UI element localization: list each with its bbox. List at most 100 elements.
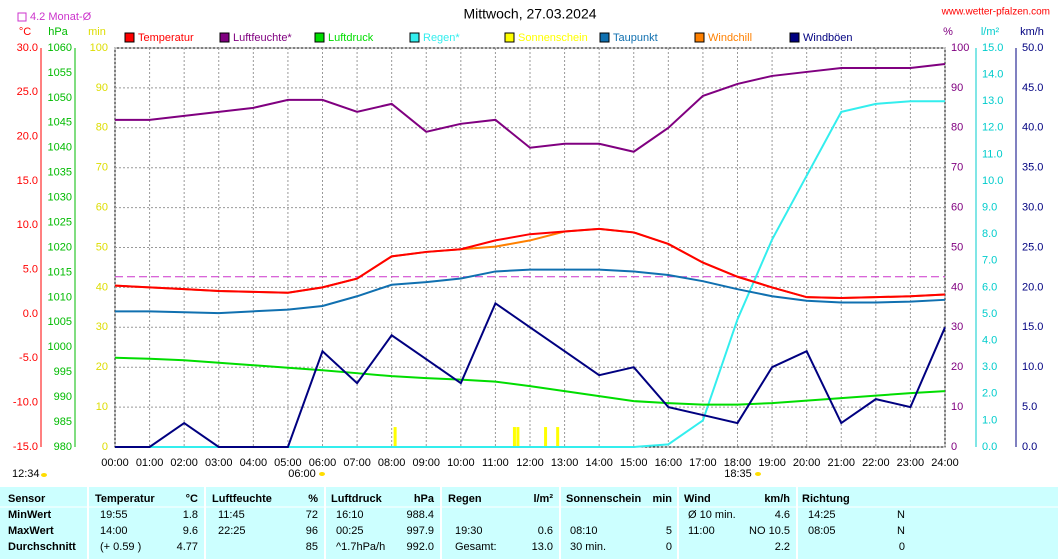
series-line (114, 227, 946, 300)
table-cell: 30 min. (570, 541, 606, 553)
y-tick-label: 100 (951, 42, 969, 54)
y-tick-label: 30 (96, 321, 108, 333)
y-tick-label: 45.0 (1022, 82, 1043, 94)
y-tick-label: 10 (951, 401, 963, 413)
y-tick-label: 20 (951, 361, 963, 373)
y-tick-label: 1030 (48, 192, 72, 204)
axis-unit: % (943, 26, 953, 38)
x-tick-label: 12:00 (516, 457, 544, 469)
y-tick-label: 10.0 (17, 219, 38, 231)
x-tick-label: 22:00 (862, 457, 890, 469)
y-tick-label: 70 (96, 162, 108, 174)
x-tick-label: 20:00 (793, 457, 821, 469)
sunrise: 06:00 (288, 468, 316, 480)
y-tick-label: 70 (951, 162, 963, 174)
table-header: % (308, 493, 318, 505)
x-tick-label: 18:00 (724, 457, 752, 469)
y-tick-label: 20 (96, 361, 108, 373)
x-tick-label: 07:00 (343, 457, 371, 469)
y-tick-label: 1050 (48, 92, 72, 104)
table-cell: 2.2 (775, 541, 790, 553)
table-cell: ^1.7hPa/h (336, 541, 385, 553)
y-tick-label: 90 (951, 82, 963, 94)
table-cell: 14:25 (808, 509, 836, 521)
y-tick-label: 50 (951, 241, 963, 253)
table-cell: 0 (899, 541, 905, 553)
y-tick-label: 8.0 (982, 228, 997, 240)
y-tick-label: 1045 (48, 117, 72, 129)
table-cell: 9.6 (183, 525, 198, 537)
axis-unit: hPa (48, 26, 68, 38)
x-tick-label: 23:00 (897, 457, 925, 469)
table-cell: Durchschnitt (8, 541, 76, 553)
y-tick-label: 985 (54, 416, 72, 428)
table-cell: (+ 0.59 ) (100, 541, 141, 553)
sun-icon (319, 472, 325, 476)
y-tick-label: 35.0 (1022, 162, 1043, 174)
legend-swatch (314, 32, 325, 43)
y-tick-label: 15.0 (1022, 321, 1043, 333)
y-tick-label: 5.0 (1022, 401, 1037, 413)
table-cell: 16:10 (336, 509, 364, 521)
y-tick-label: 100 (90, 42, 108, 54)
y-tick-label: 60 (951, 202, 963, 214)
y-tick-label: 0.0 (1022, 441, 1037, 453)
y-tick-label: 30.0 (17, 42, 38, 54)
x-tick-label: 10:00 (447, 457, 475, 469)
y-tick-label: 15.0 (982, 42, 1003, 54)
y-tick-label: 995 (54, 366, 72, 378)
x-tick-label: 13:00 (551, 457, 579, 469)
bar (556, 427, 560, 447)
table-cell: MinWert (8, 509, 52, 521)
series-line (115, 301, 946, 448)
table-header: °C (186, 493, 198, 505)
table-cell: Gesamt: (455, 541, 497, 553)
legend-swatch (219, 32, 230, 43)
x-tick-label: 02:00 (170, 457, 198, 469)
y-tick-label: 6.0 (982, 281, 997, 293)
y-tick-label: 1025 (48, 216, 72, 228)
y-tick-label: 40.0 (1022, 122, 1043, 134)
x-tick-label: 01:00 (136, 457, 164, 469)
x-tick-label: 19:00 (758, 457, 786, 469)
table-cell: 85 (306, 541, 318, 553)
table-header: min (652, 493, 672, 505)
y-tick-label: 1000 (48, 341, 72, 353)
table-bg (0, 487, 1058, 559)
table-header: Regen (448, 493, 482, 505)
table-cell: 22:25 (218, 525, 246, 537)
table-header: Temperatur (95, 493, 155, 505)
y-tick-label: 30 (951, 321, 963, 333)
y-tick-label: 1015 (48, 266, 72, 278)
y-tick-label: 50.0 (1022, 42, 1043, 54)
y-tick-label: -15.0 (13, 441, 38, 453)
y-tick-label: 0 (951, 441, 957, 453)
y-tick-label: 10.0 (982, 175, 1003, 187)
table-header: Luftfeuchte (212, 493, 272, 505)
table-cell: 72 (306, 509, 318, 521)
sun-icon (755, 472, 761, 476)
y-tick-label: 90 (96, 82, 108, 94)
x-tick-label: 09:00 (412, 457, 440, 469)
bar (516, 427, 520, 447)
x-tick-label: 11:00 (482, 457, 509, 469)
table-cell: 5 (666, 525, 672, 537)
y-tick-label: 25.0 (1022, 241, 1043, 253)
table-cell: 13.0 (532, 541, 553, 553)
y-tick-label: 1005 (48, 316, 72, 328)
table-cell: 00:25 (336, 525, 364, 537)
table-cell: 988.4 (406, 509, 434, 521)
axis-unit: °C (19, 26, 31, 38)
series-line (115, 268, 946, 315)
legend-label: Taupunkt (613, 32, 658, 44)
series-line (115, 62, 946, 153)
legend-swatch (409, 32, 420, 43)
table-header: Sonnenschein (566, 493, 641, 505)
x-tick-label: 21:00 (827, 457, 855, 469)
x-tick-label: 16:00 (655, 457, 683, 469)
y-tick-label: 1.0 (982, 414, 997, 426)
y-tick-label: -10.0 (13, 397, 38, 409)
y-tick-label: 60 (96, 202, 108, 214)
y-tick-label: 0 (102, 441, 108, 453)
